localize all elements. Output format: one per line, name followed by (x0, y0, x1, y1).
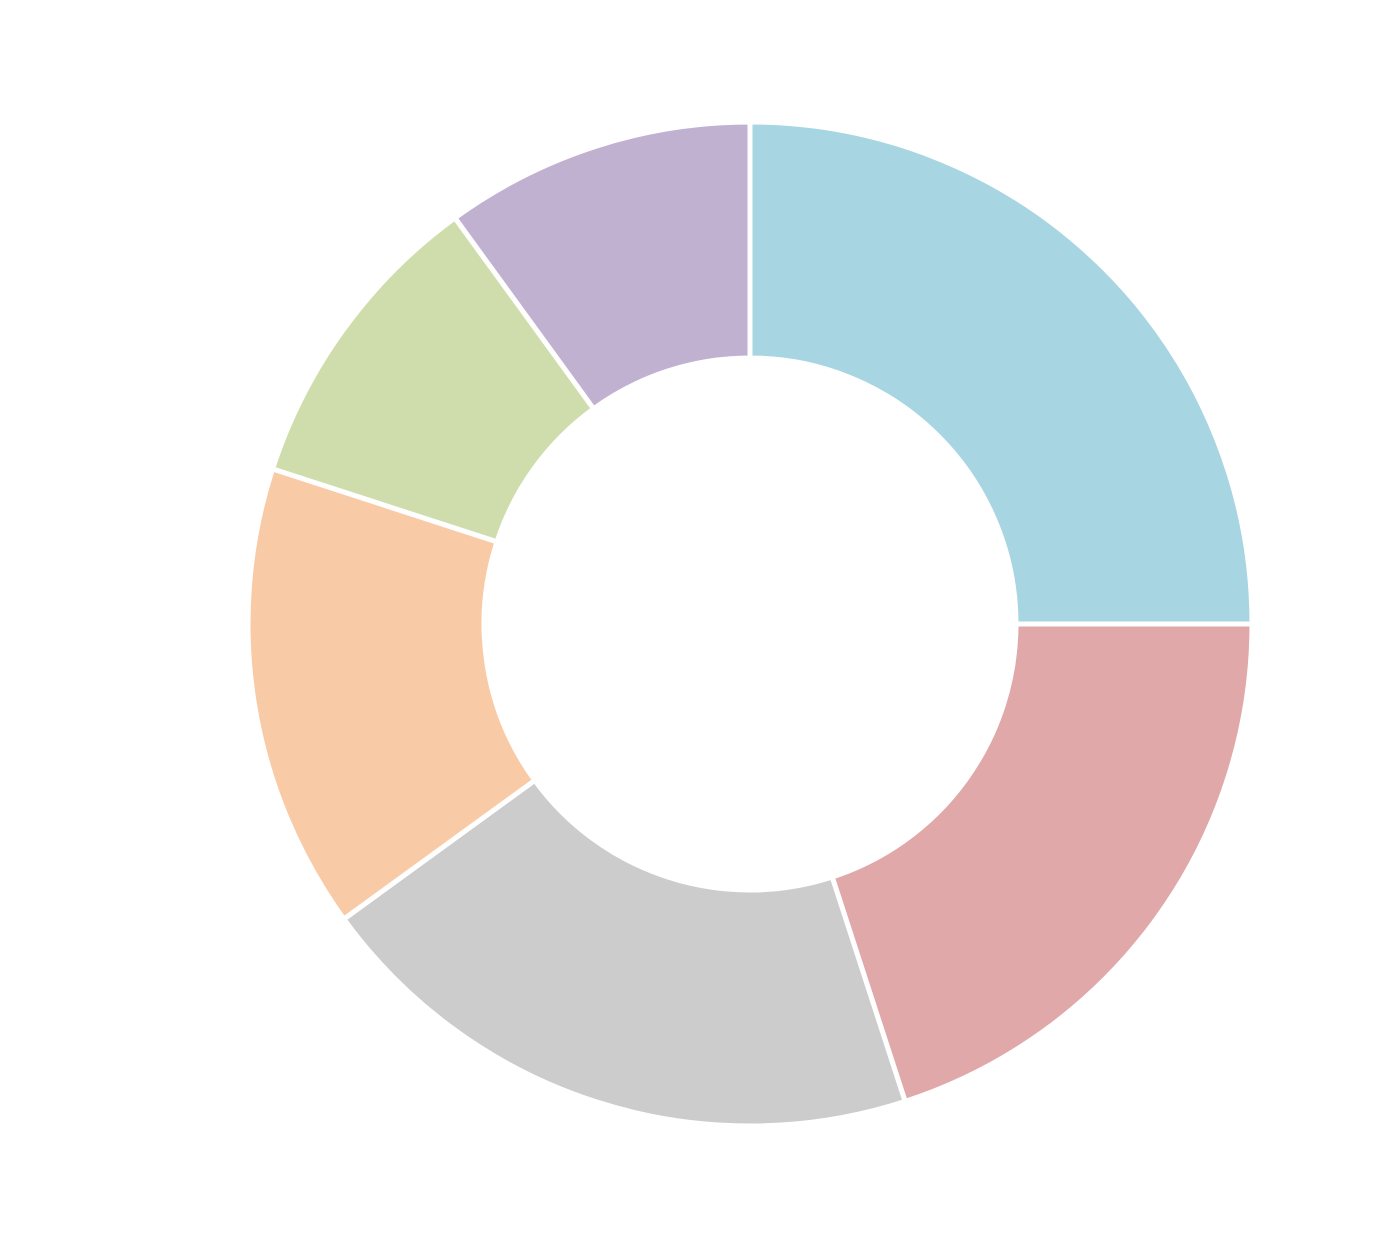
donut-slices (245, 119, 1255, 1129)
donut-slice-4 (245, 465, 539, 923)
donut-slice-6 (451, 119, 753, 413)
donut-slice-1 (747, 119, 1255, 627)
donut-slice-3 (340, 776, 909, 1129)
donut-slice-2 (829, 621, 1255, 1105)
